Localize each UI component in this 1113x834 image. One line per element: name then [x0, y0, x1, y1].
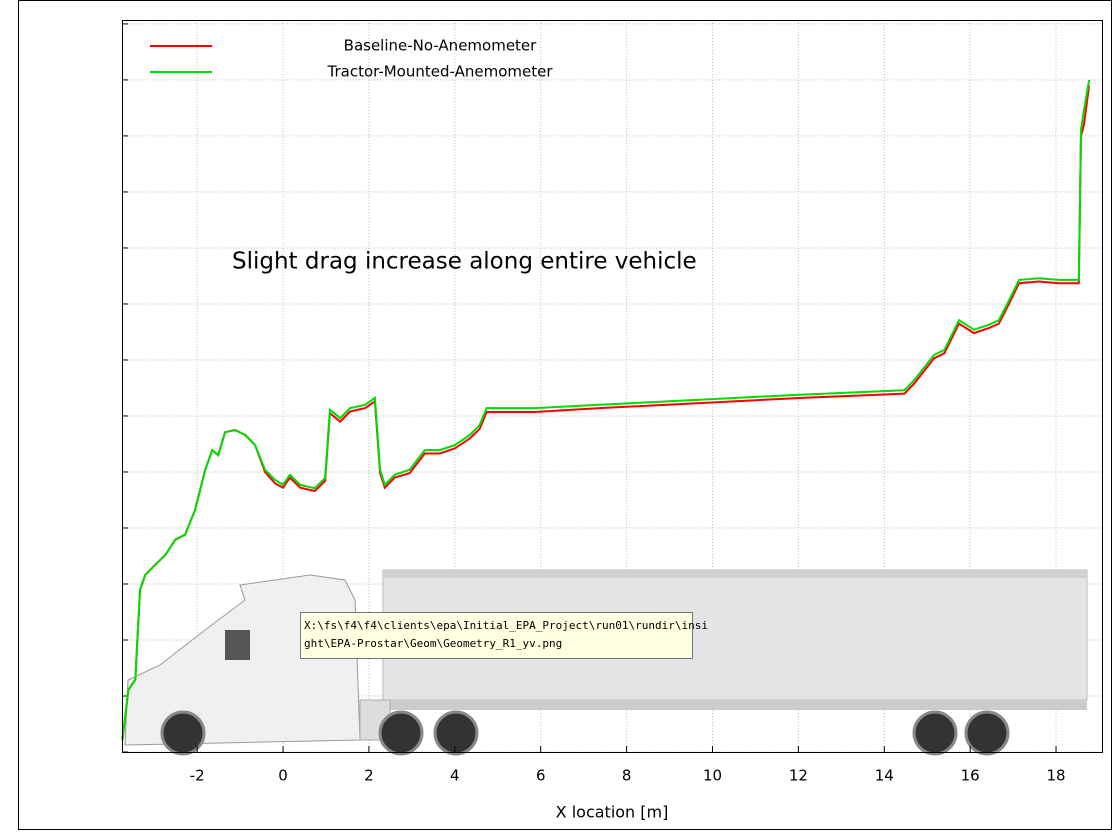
x-tick-label: 16: [961, 767, 980, 785]
annotation: Slight drag increase along entire vehicl…: [232, 249, 697, 275]
tooltip-line: X:\fs\f4\f4\clients\epa\Initial_EPA_Proj…: [304, 619, 708, 632]
wheel: [435, 712, 477, 754]
x-axis-label: X location [m]: [556, 803, 669, 822]
legend-label: Baseline-No-Anemometer: [344, 37, 538, 55]
wheel: [380, 712, 422, 754]
chart: Slight drag increase along entire vehicl…: [0, 0, 1113, 830]
x-tick-label: 0: [278, 767, 288, 785]
tooltip-line: ght\EPA-Prostar\Geom\Geometry_R1_yv.png: [304, 637, 562, 650]
trailer-base: [383, 700, 1087, 710]
x-tick-label: 2: [364, 767, 374, 785]
wheel: [966, 712, 1008, 754]
tooltip: X:\fs\f4\f4\clients\epa\Initial_EPA_Proj…: [301, 613, 708, 659]
x-tick-label: 18: [1047, 767, 1066, 785]
wheel: [914, 712, 956, 754]
x-tick-label: 12: [789, 767, 808, 785]
x-tick-label: 14: [875, 767, 894, 785]
legend-label: Tractor-Mounted-Anemometer: [327, 63, 554, 81]
x-tick-label: 10: [703, 767, 722, 785]
cab-window: [225, 630, 250, 660]
x-tick-label: -2: [190, 767, 205, 785]
x-tick-label: 6: [536, 767, 546, 785]
trailer-top: [383, 570, 1087, 578]
x-tick-label: 4: [450, 767, 460, 785]
wheel: [162, 712, 204, 754]
x-tick-label: 8: [622, 767, 632, 785]
